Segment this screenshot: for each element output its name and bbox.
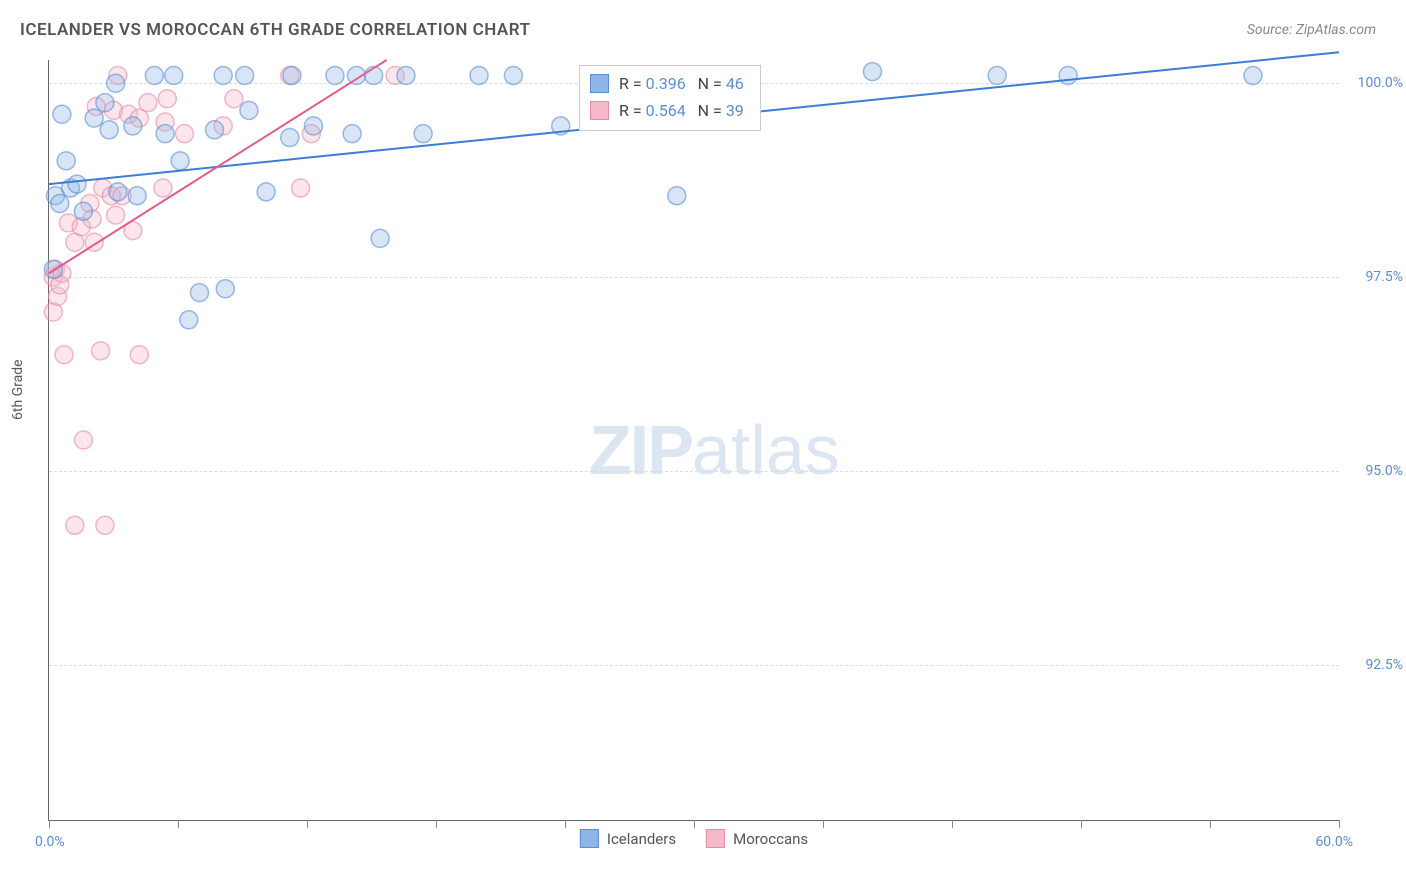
stats-swatch <box>590 101 609 120</box>
scatter-point <box>158 90 176 108</box>
bottom-legend: Icelanders Moroccans <box>580 829 808 848</box>
y-tick-label: 97.5% <box>1365 269 1403 285</box>
scatter-point <box>109 183 127 201</box>
x-tick <box>694 820 695 828</box>
scatter-point <box>171 152 189 170</box>
scatter-point <box>74 431 92 449</box>
x-axis-min-label: 0.0% <box>35 834 65 850</box>
scatter-point <box>214 67 232 85</box>
x-tick <box>307 820 308 828</box>
scatter-point <box>240 101 258 119</box>
stats-row: R = 0.564 N = 39 <box>590 97 744 124</box>
scatter-point <box>57 152 75 170</box>
scatter-point <box>85 109 103 127</box>
scatter-point <box>96 94 114 112</box>
scatter-point <box>107 74 125 92</box>
scatter-point <box>470 67 488 85</box>
scatter-point <box>292 179 310 197</box>
x-tick <box>1081 820 1082 828</box>
scatter-point <box>175 125 193 143</box>
x-tick <box>565 820 566 828</box>
scatter-point <box>668 187 686 205</box>
x-tick <box>49 820 50 828</box>
scatter-point <box>236 67 254 85</box>
scatter-point <box>326 67 344 85</box>
x-axis-max-label: 60.0% <box>1315 834 1353 850</box>
x-tick <box>1210 820 1211 828</box>
scatter-point <box>92 342 110 360</box>
scatter-point <box>66 516 84 534</box>
scatter-point <box>124 117 142 135</box>
scatter-point <box>225 90 243 108</box>
legend-swatch <box>580 829 599 848</box>
scatter-point <box>397 67 415 85</box>
scatter-point <box>206 121 224 139</box>
scatter-point <box>216 280 234 298</box>
plot-area: ZIPatlas 92.5%95.0%97.5%100.0% 0.0% 60.0… <box>48 60 1339 821</box>
x-tick <box>952 820 953 828</box>
scatter-point <box>53 105 71 123</box>
scatter-point <box>863 63 881 81</box>
scatter-point <box>51 194 69 212</box>
trendline <box>49 60 387 273</box>
y-tick-label: 92.5% <box>1365 657 1403 673</box>
x-tick <box>823 820 824 828</box>
scatter-point <box>128 187 146 205</box>
legend-item: Moroccans <box>706 829 808 848</box>
scatter-point <box>371 229 389 247</box>
scatter-point <box>165 67 183 85</box>
y-axis-label: 6th Grade <box>10 359 26 420</box>
legend-swatch <box>706 829 725 848</box>
scatter-point <box>504 67 522 85</box>
legend-item: Icelanders <box>580 829 676 848</box>
scatter-point <box>154 179 172 197</box>
stats-swatch <box>590 74 609 93</box>
scatter-point <box>304 117 322 135</box>
scatter-point <box>107 206 125 224</box>
scatter-point <box>68 175 86 193</box>
scatter-point <box>139 94 157 112</box>
scatter-point <box>281 129 299 147</box>
scatter-point <box>1244 67 1262 85</box>
scatter-point <box>343 125 361 143</box>
scatter-point <box>55 346 73 364</box>
x-tick <box>178 820 179 828</box>
scatter-point <box>74 202 92 220</box>
legend-label: Icelanders <box>607 830 676 848</box>
scatter-point <box>130 346 148 364</box>
legend-label: Moroccans <box>733 830 808 848</box>
scatter-point <box>145 67 163 85</box>
scatter-svg <box>49 60 1339 820</box>
scatter-point <box>96 516 114 534</box>
chart-title: ICELANDER VS MOROCCAN 6TH GRADE CORRELAT… <box>20 20 531 40</box>
y-tick-label: 95.0% <box>1365 463 1403 479</box>
scatter-point <box>988 67 1006 85</box>
scatter-point <box>1059 67 1077 85</box>
scatter-point <box>257 183 275 201</box>
stats-text: R = 0.396 N = 46 <box>619 70 744 97</box>
x-tick <box>1339 820 1340 828</box>
source-label: Source: ZipAtlas.com <box>1247 22 1376 38</box>
stats-text: R = 0.564 N = 39 <box>619 97 744 124</box>
scatter-point <box>180 311 198 329</box>
scatter-point <box>100 121 118 139</box>
scatter-point <box>156 125 174 143</box>
scatter-point <box>191 284 209 302</box>
stats-row: R = 0.396 N = 46 <box>590 70 744 97</box>
scatter-point <box>283 67 301 85</box>
x-tick <box>436 820 437 828</box>
y-tick-label: 100.0% <box>1358 75 1403 91</box>
stats-box: R = 0.396 N = 46R = 0.564 N = 39 <box>579 65 761 131</box>
scatter-point <box>414 125 432 143</box>
